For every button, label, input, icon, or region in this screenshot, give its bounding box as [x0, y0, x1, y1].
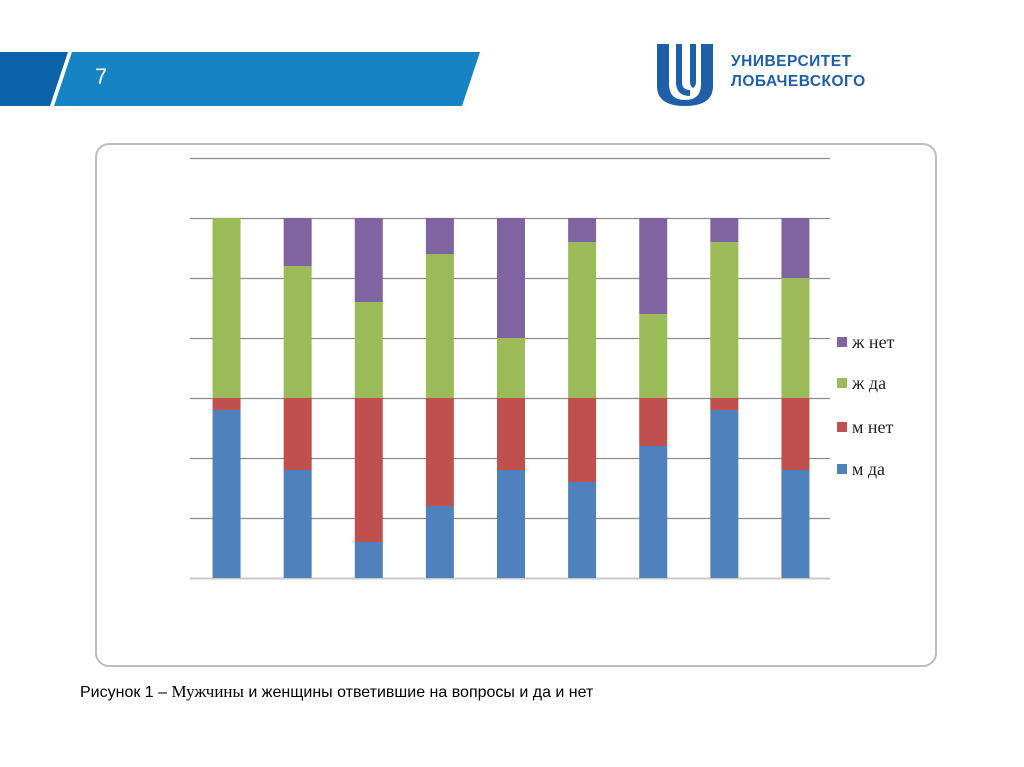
- caption-rest: и женщины ответившие на вопросы и да и н…: [243, 684, 594, 701]
- banner-main-segment: [54, 52, 480, 106]
- bar-segment-9: [781, 398, 810, 470]
- university-logo-icon: [657, 44, 713, 106]
- logo-line-2: ЛОБАЧЕВСКОГО: [731, 73, 866, 90]
- caption-italic: Мужчины: [171, 682, 244, 701]
- bar-segment-8: [710, 218, 739, 242]
- bar-segment-4: [425, 398, 454, 506]
- bar-segment-3: [354, 542, 383, 578]
- bar-segment-6: [568, 218, 597, 242]
- legend-label: ж нет: [851, 332, 895, 352]
- legend-label: м нет: [852, 417, 894, 437]
- bar-segment-8: [710, 398, 739, 410]
- bar-segment-5: [497, 398, 525, 470]
- bar-segment-6: [568, 242, 597, 398]
- slide-number: 7: [95, 64, 108, 89]
- bar-segment-1: [212, 410, 241, 578]
- bar-segment-1: [212, 218, 241, 398]
- bar-segment-7: [639, 398, 668, 446]
- bar-segment-5: [497, 218, 525, 338]
- banner-dark-segment: [0, 52, 68, 106]
- university-logo-text: УНИВЕРСИТЕТ ЛОБАЧЕВСКОГО: [731, 52, 866, 92]
- bar-segment-7: [639, 314, 668, 398]
- bar-segment-2: [283, 398, 312, 470]
- bar-segment-8: [710, 242, 739, 398]
- figure-caption: Рисунок 1 – Мужчины и женщины ответившие…: [80, 682, 593, 702]
- bar-segment-4: [425, 218, 454, 254]
- bar-segment-3: [354, 398, 383, 542]
- legend-swatch: [837, 464, 847, 474]
- bar-segment-5: [497, 338, 525, 398]
- bar-segment-9: [781, 470, 810, 578]
- bar-segment-8: [710, 410, 739, 578]
- bar-segment-7: [639, 446, 668, 578]
- legend-swatch: [837, 378, 847, 388]
- bar-segment-2: [283, 218, 312, 266]
- legend-label: м да: [852, 459, 885, 479]
- legend-label: ж да: [851, 373, 886, 393]
- bar-segment-9: [781, 278, 810, 398]
- logo-line-1: УНИВЕРСИТЕТ: [731, 53, 852, 70]
- header-banner: [0, 44, 713, 106]
- chart-frame: [95, 143, 937, 667]
- caption-prefix: Рисунок 1 –: [80, 684, 172, 701]
- legend-swatch: [837, 337, 847, 347]
- bar-segment-6: [568, 398, 597, 482]
- bar-segment-6: [568, 482, 597, 578]
- bar-segment-3: [354, 218, 383, 302]
- bar-segment-1: [212, 398, 241, 410]
- bar-segment-4: [425, 506, 454, 578]
- bar-segment-7: [639, 218, 668, 314]
- bar-segment-2: [283, 470, 312, 578]
- bar-segment-9: [781, 218, 810, 278]
- bar-segment-4: [425, 254, 454, 398]
- legend-swatch: [837, 422, 847, 432]
- bar-segment-3: [354, 302, 383, 398]
- bar-segment-2: [283, 266, 312, 398]
- bar-segment-5: [497, 470, 525, 578]
